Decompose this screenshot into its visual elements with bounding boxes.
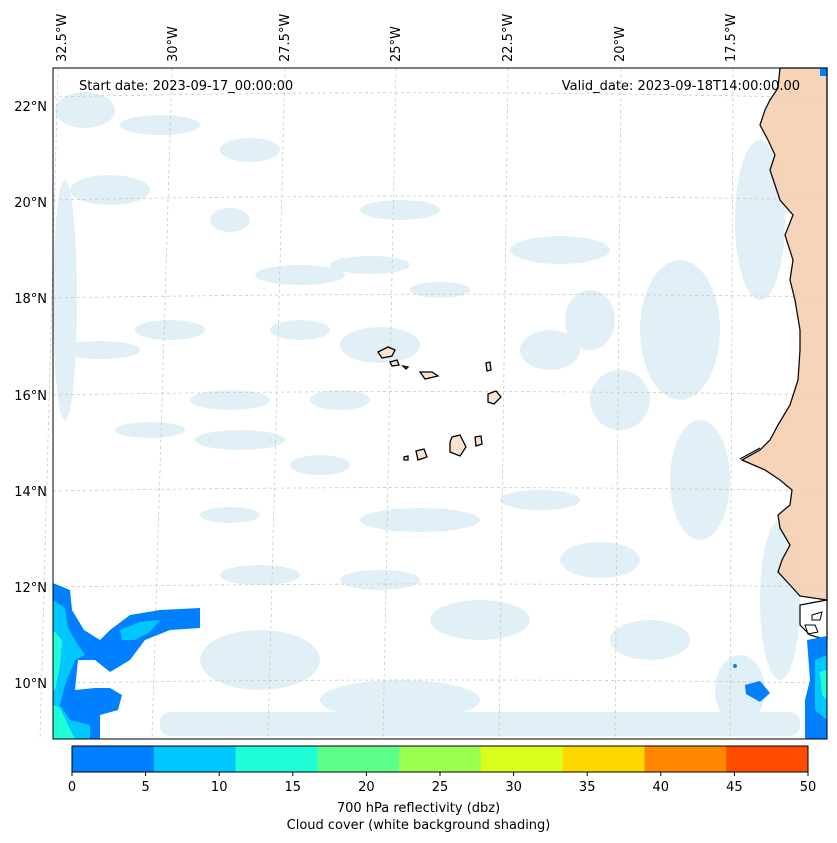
colorbar-tick-label: 20 xyxy=(358,780,375,795)
lat-label: 20°N xyxy=(14,196,47,211)
lon-label: 25°W xyxy=(389,26,404,62)
lon-label: 27.5°W xyxy=(278,14,293,62)
map-area xyxy=(39,67,828,740)
colorbar-segment xyxy=(235,746,318,772)
latitude-labels: 22°N 20°N 18°N 16°N 14°N 12°N 10°N xyxy=(14,100,47,692)
lon-label: 30°W xyxy=(166,26,181,62)
colorbar-segment xyxy=(726,746,809,772)
lon-label: 22.5°W xyxy=(501,14,516,62)
start-date-label: Start date: 2023-09-17_00:00:00 xyxy=(79,79,293,94)
colorbar-tick-label: 5 xyxy=(141,780,149,795)
lat-label: 22°N xyxy=(14,100,47,115)
cape-verde-islands xyxy=(377,346,502,461)
lat-label: 16°N xyxy=(14,389,47,404)
colorbar-tick-label: 50 xyxy=(800,780,817,795)
lat-label: 10°N xyxy=(14,677,47,692)
cloud-cover-shading xyxy=(53,92,800,736)
colorbar-tick-label: 0 xyxy=(68,780,76,795)
colorbar-tick-label: 15 xyxy=(285,780,302,795)
colorbar-sublabel: Cloud cover (white background shading) xyxy=(286,818,551,833)
colorbar-tick-label: 25 xyxy=(432,780,449,795)
lat-label: 18°N xyxy=(14,292,47,307)
colorbar-segment xyxy=(644,746,727,772)
colorbar-segment xyxy=(480,746,564,772)
colorbar-tick-label: 30 xyxy=(505,780,522,795)
colorbar-tick-label: 10 xyxy=(211,780,228,795)
colorbar-segment xyxy=(72,746,155,772)
lon-label: 32.5°W xyxy=(55,14,70,62)
lon-label: 17.5°W xyxy=(724,14,739,62)
colorbar-label: 700 hPa reflectivity (dbz) xyxy=(336,801,501,816)
colorbar-segment xyxy=(399,746,482,772)
colorbar-segment xyxy=(153,746,237,772)
gridlines xyxy=(39,67,828,740)
colorbar: 0 5 10 15 20 25 30 35 40 45 50 xyxy=(68,745,817,795)
lat-label: 14°N xyxy=(14,485,47,500)
lat-label: 12°N xyxy=(14,581,47,596)
colorbar-tick-label: 35 xyxy=(579,780,596,795)
valid-date-label: Valid_date: 2023-09-18T14:00:00.00 xyxy=(562,79,800,94)
reflectivity-cells xyxy=(53,68,827,739)
africa-coast-land xyxy=(739,67,828,641)
colorbar-segment xyxy=(562,746,645,772)
longitude-labels: 32.5°W 30°W 27.5°W 25°W 22.5°W 20°W 17.5… xyxy=(55,14,739,62)
colorbar-segment xyxy=(317,746,400,772)
colorbar-tick-label: 45 xyxy=(726,780,743,795)
lon-label: 20°W xyxy=(613,26,628,62)
colorbar-tick-label: 40 xyxy=(653,780,670,795)
